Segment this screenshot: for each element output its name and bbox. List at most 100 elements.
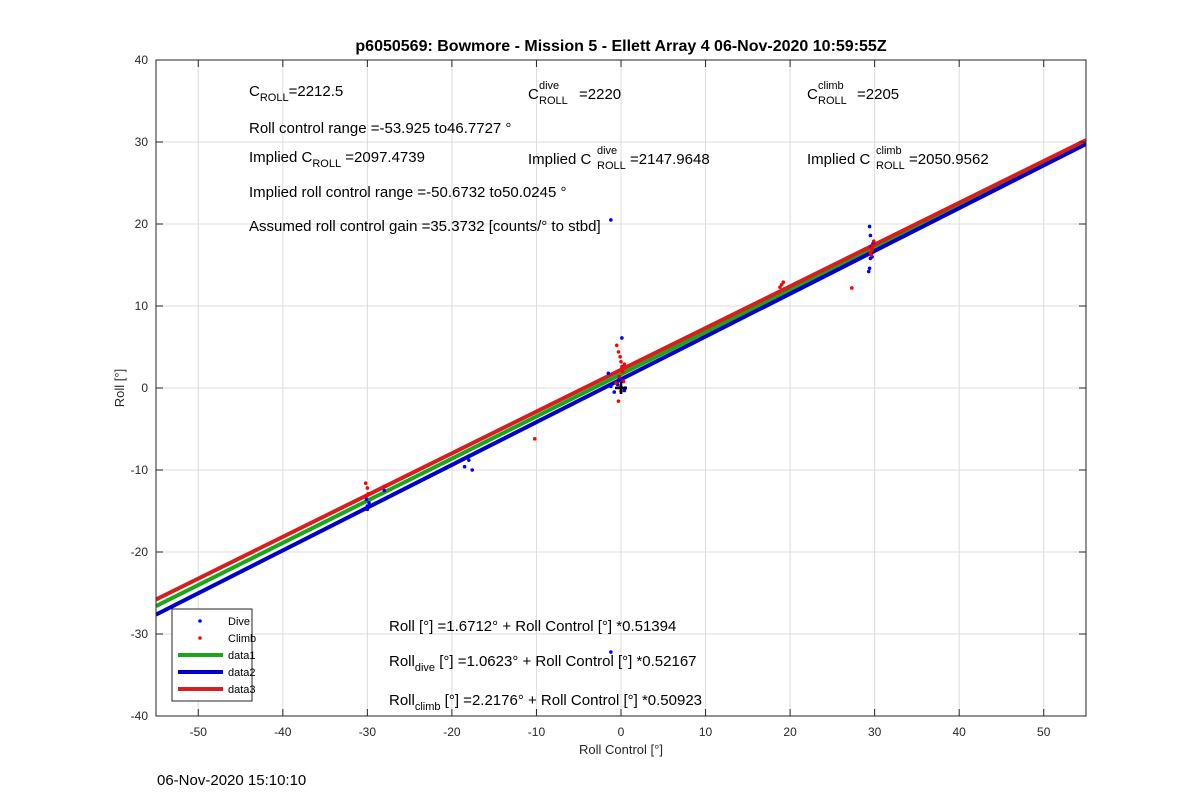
y-axis-label: Roll [°] xyxy=(112,369,127,407)
y-tick-label: -10 xyxy=(131,463,149,477)
legend-marker-dive xyxy=(198,619,202,623)
fit-equation-all: Roll [°] =1.6712° + Roll Control [°] *0.… xyxy=(389,618,676,635)
point-dive xyxy=(867,266,872,271)
c-roll-climb-annotation: C climb ROLL =2205 xyxy=(807,80,899,107)
y-tick-label: 40 xyxy=(135,53,149,67)
implied-c-roll-dive: Implied C dive ROLL =2147.9648 xyxy=(528,145,710,172)
point-dive xyxy=(382,488,387,493)
legend-label: data2 xyxy=(228,667,256,679)
svg-text:C: C xyxy=(807,86,818,103)
c-roll-annotation: CROLL=2212.5 xyxy=(249,83,343,104)
point-dive xyxy=(609,218,613,222)
point-climb xyxy=(619,359,623,364)
point-climb xyxy=(618,355,622,359)
point-climb xyxy=(364,494,369,499)
point-dive xyxy=(470,468,475,472)
y-tick-label: 30 xyxy=(135,135,149,149)
x-tick-label: 20 xyxy=(783,725,797,739)
legend: Dive Climb data1 data2 data3 xyxy=(171,608,256,702)
x-tick-label: -10 xyxy=(528,725,546,739)
legend-label: Climb xyxy=(228,633,256,645)
point-dive xyxy=(620,336,624,340)
point-dive xyxy=(867,224,872,229)
point-climb xyxy=(870,245,874,250)
fit-lines xyxy=(156,138,1086,617)
svg-text:=2205: =2205 xyxy=(857,86,899,103)
svg-text:=2050.9562: =2050.9562 xyxy=(909,151,989,168)
svg-text:=2147.9648: =2147.9648 xyxy=(630,151,710,168)
svg-text:climb: climb xyxy=(876,145,902,157)
point-climb xyxy=(363,481,368,485)
legend-label: Dive xyxy=(228,616,250,628)
svg-text:=2220: =2220 xyxy=(579,86,621,103)
x-tick-label: 10 xyxy=(699,725,713,739)
x-tick-label: 50 xyxy=(1037,725,1051,739)
svg-text:Implied C: Implied C xyxy=(528,151,592,168)
point-climb xyxy=(616,399,621,403)
point-climb xyxy=(621,379,626,384)
svg-text:climb: climb xyxy=(818,80,844,92)
svg-text:ROLL: ROLL xyxy=(876,160,905,172)
svg-text:ROLL: ROLL xyxy=(597,160,626,172)
point-climb xyxy=(868,250,873,255)
legend-marker-climb xyxy=(198,636,202,640)
point-climb xyxy=(614,343,619,348)
x-tick-label: -30 xyxy=(359,725,377,739)
point-climb xyxy=(616,350,621,354)
point-dive xyxy=(612,390,617,394)
x-tick-label: 0 xyxy=(618,725,625,739)
point-dive xyxy=(609,384,613,389)
point-dive xyxy=(365,504,370,508)
point-climb xyxy=(781,280,786,285)
implied-c-roll: Implied CROLL =2097.4739 xyxy=(249,149,425,170)
origin-marker xyxy=(615,382,627,394)
assumed-roll-control-gain: Assumed roll control gain =35.3732 [coun… xyxy=(249,218,601,235)
y-tick-label: -40 xyxy=(131,709,149,723)
point-climb xyxy=(778,285,782,289)
point-dive xyxy=(609,650,613,654)
point-dive xyxy=(462,464,467,469)
point-climb xyxy=(622,362,627,367)
point-climb xyxy=(617,374,622,379)
point-climb xyxy=(382,484,387,489)
svg-text:Implied C: Implied C xyxy=(807,151,871,168)
c-roll-dive-annotation: C dive ROLL =2220 xyxy=(528,80,621,107)
svg-text:dive: dive xyxy=(597,145,617,157)
point-climb xyxy=(365,486,370,490)
x-tick-label: -40 xyxy=(274,725,292,739)
x-tick-label: 40 xyxy=(953,725,967,739)
point-dive xyxy=(868,233,873,238)
y-tick-label: -30 xyxy=(131,627,149,641)
fit-equation-climb: Rollclimb [°] =2.2176° + Roll Control [°… xyxy=(389,692,702,713)
svg-text:dive: dive xyxy=(539,80,559,92)
legend-label: data3 xyxy=(228,684,256,696)
point-climb xyxy=(614,381,618,385)
point-dive xyxy=(467,458,471,462)
legend-label: data1 xyxy=(228,650,256,662)
y-tick-label: 10 xyxy=(135,299,149,313)
point-climb xyxy=(620,369,625,374)
fit-line-data1 xyxy=(156,140,1086,608)
svg-text:C: C xyxy=(528,86,539,103)
svg-text:ROLL: ROLL xyxy=(539,95,568,107)
point-climb xyxy=(871,239,876,244)
implied-roll-control-range: Implied roll control range =-50.6732 to5… xyxy=(249,184,566,201)
chart-title: p6050569: Bowmore - Mission 5 - Ellett A… xyxy=(355,38,886,55)
x-tick-label: -50 xyxy=(190,725,208,739)
point-dive xyxy=(866,269,871,274)
y-tick-label: 0 xyxy=(141,381,148,395)
point-dive xyxy=(365,507,370,512)
x-tick-label: 30 xyxy=(868,725,882,739)
point-dive xyxy=(606,371,611,376)
fit-equation-dive: Rolldive [°] =1.0623° + Roll Control [°]… xyxy=(389,653,697,674)
roll-control-range: Roll control range =-53.925 to46.7727 ° xyxy=(249,120,511,137)
x-axis-label: Roll Control [°] xyxy=(579,742,663,757)
axis-ticks: -50 -40 -30 -20 -10 0 10 20 30 40 50 -40 -30 -20 -10 0 1… xyxy=(131,53,1086,739)
fit-line-data2 xyxy=(156,142,1086,617)
print-timestamp: 06-Nov-2020 15:10:10 xyxy=(157,772,307,789)
implied-c-roll-climb: Implied C climb ROLL =2050.9562 xyxy=(807,145,989,172)
point-climb xyxy=(620,364,624,369)
fit-line-data3 xyxy=(156,138,1086,602)
point-climb xyxy=(532,437,537,441)
